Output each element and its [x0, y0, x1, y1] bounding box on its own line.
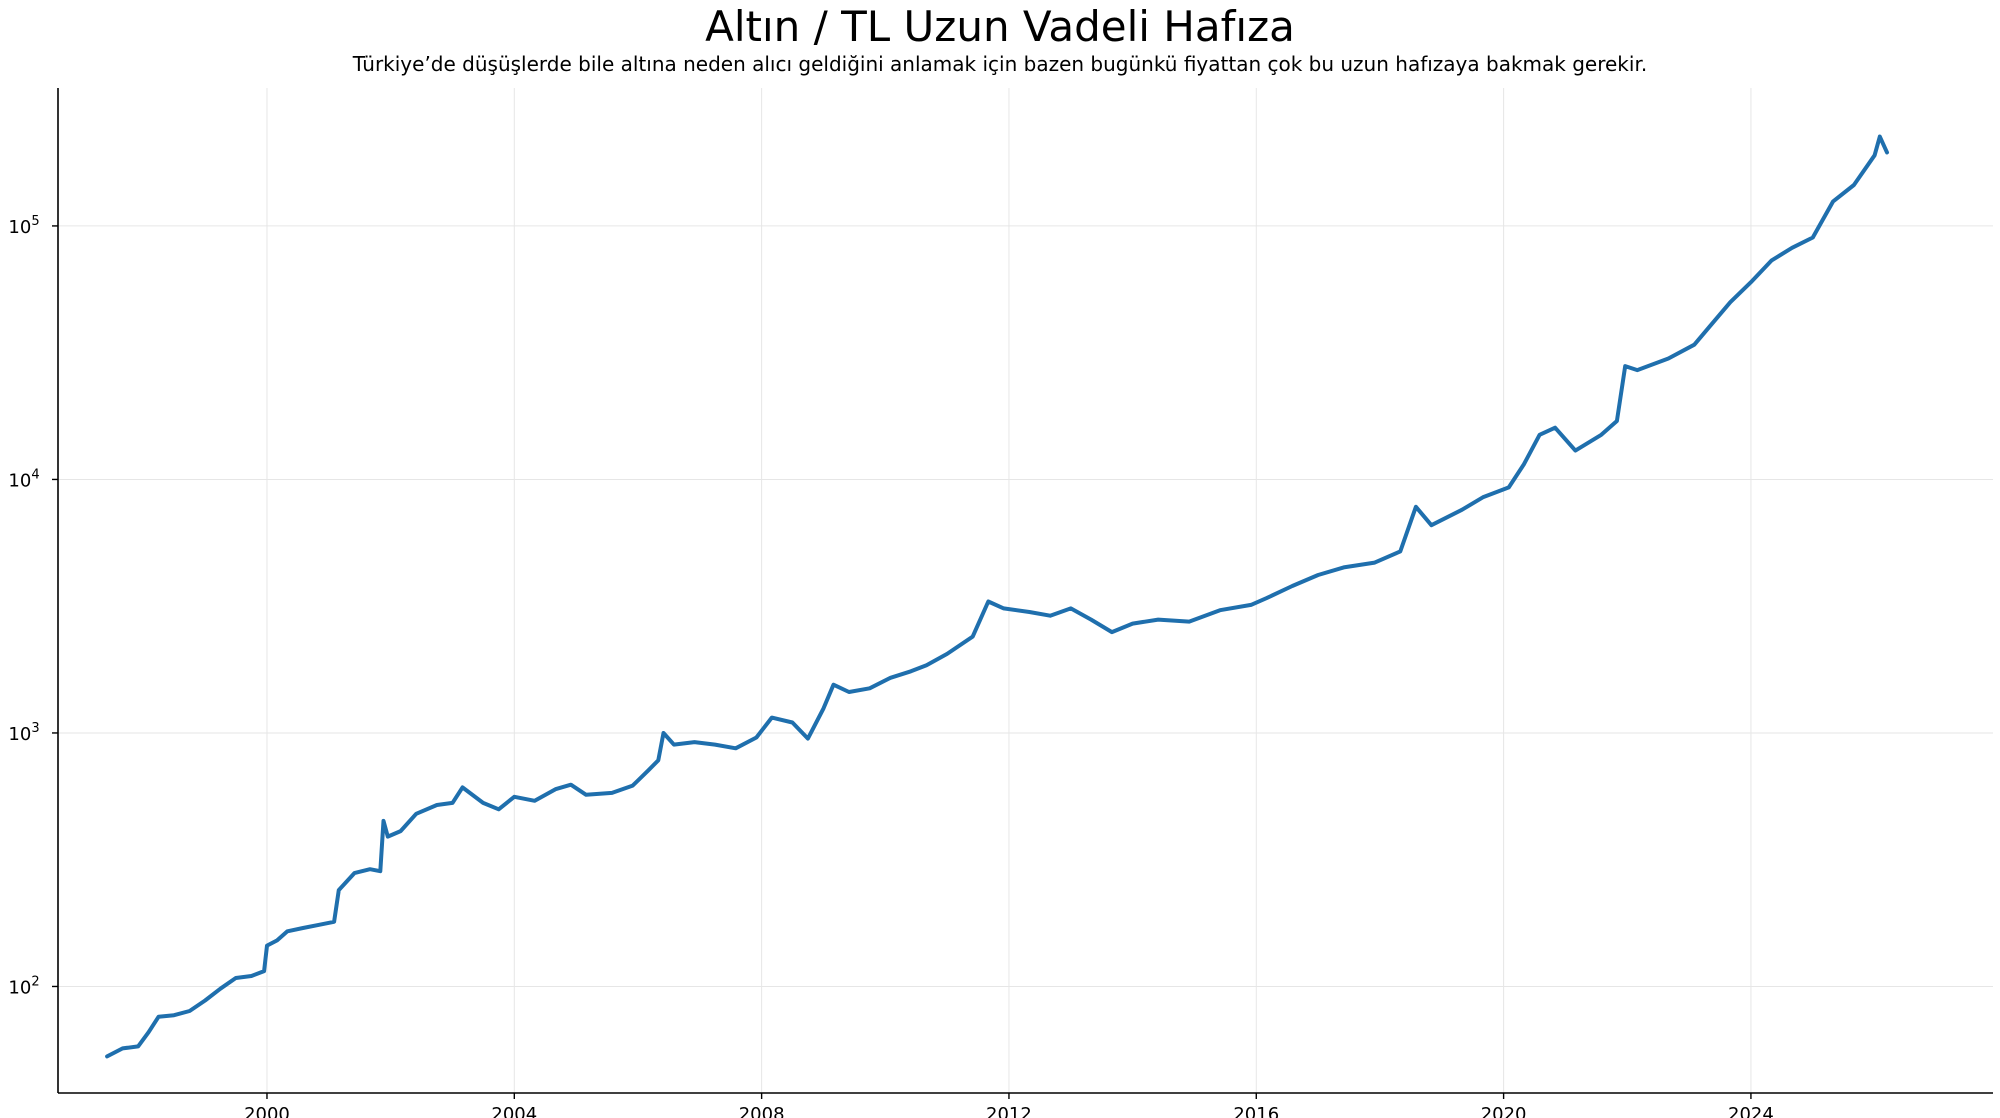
x-tick-label: 2008 — [739, 1104, 785, 1118]
x-tick-label: 2012 — [986, 1104, 1032, 1118]
axes — [57, 88, 1993, 1094]
y-tick-label: 105 — [8, 214, 39, 238]
y-tick-label: 102 — [8, 974, 39, 998]
x-tick-group: 2000 2004 2008 2012 2016 2020 2024 — [244, 1093, 1774, 1118]
y-tick-label: 104 — [8, 467, 39, 491]
y-tick-group: 102 103 104 105 — [8, 214, 58, 998]
series-line-0 — [105, 134, 1889, 1059]
x-tick-label: 2000 — [244, 1104, 290, 1118]
x-tick-label: 2020 — [1481, 1104, 1527, 1118]
grid-lines — [58, 88, 1993, 1093]
x-tick-label: 2024 — [1728, 1104, 1774, 1118]
chart-subtitle: Türkiye’de düşüşlerde bile altına neden … — [352, 52, 1648, 76]
series-layer — [105, 134, 1889, 1059]
y-tick-label: 103 — [8, 721, 39, 745]
x-tick-label: 2004 — [491, 1104, 537, 1118]
chart-title: Altın / TL Uzun Vadeli Hafıza — [705, 2, 1295, 51]
x-tick-label: 2016 — [1233, 1104, 1279, 1118]
